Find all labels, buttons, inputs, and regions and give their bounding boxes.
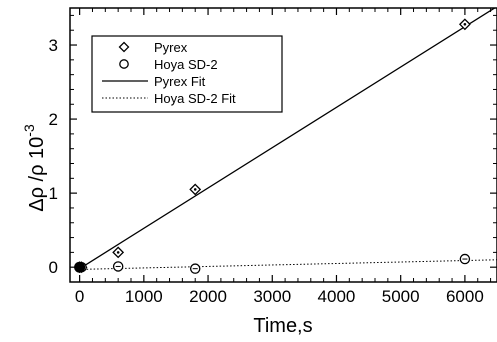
y-axis-title: Δρ /ρ 10-3 — [21, 124, 48, 212]
fit-lines — [79, 8, 497, 270]
pyrex-point-center — [463, 22, 467, 26]
x-axis-title: Time,s — [253, 315, 312, 337]
legend-label-pyrex: Pyrex — [154, 40, 188, 55]
y-tick-label: 2 — [49, 110, 58, 129]
x-tick-label: 4000 — [318, 287, 356, 306]
tick-labels: 0 1000 2000 3000 4000 5000 6000 0 1 2 3 — [49, 36, 484, 306]
y-tick-label: 0 — [49, 258, 58, 277]
y-axis-title-group: Δρ /ρ 10-3 — [21, 124, 48, 212]
legend-swatch-pyrex — [118, 41, 130, 53]
legend-swatch-hoya-sd-2 — [119, 59, 129, 69]
x-tick-label: 6000 — [446, 287, 484, 306]
x-tick-label: 0 — [75, 287, 84, 306]
axis-ticks — [70, 8, 497, 282]
y-axis-title-exponent: -3 — [21, 124, 37, 137]
hoya-sd-2-fit-line — [79, 259, 497, 270]
origin-point-cluster — [74, 261, 86, 273]
x-tick-label: 5000 — [382, 287, 420, 306]
legend-label-hoya-sd-2-fit: Hoya SD-2 Fit — [154, 91, 236, 106]
x-tick-label: 2000 — [189, 287, 227, 306]
pyrex-point-center — [193, 188, 197, 191]
legend: Pyrex Hoya SD-2 Pyrex Fit Hoya SD-2 Fit — [91, 35, 283, 113]
y-tick-label: 3 — [49, 36, 58, 55]
data-markers — [73, 18, 471, 274]
plot-area-border — [69, 7, 497, 283]
plot-frame — [69, 7, 497, 283]
legend-label-pyrex-fit: Pyrex Fit — [154, 74, 206, 89]
y-tick-label: 1 — [49, 184, 58, 203]
pyrex-fit-line — [79, 8, 496, 270]
x-tick-label: 1000 — [125, 287, 163, 306]
x-tick-label: 3000 — [253, 287, 291, 306]
y-axis-title-main: Δρ /ρ 10 — [26, 137, 48, 212]
pyrex-point-center — [116, 251, 120, 254]
legend-label-hoya-sd-2: Hoya SD-2 — [154, 57, 218, 72]
